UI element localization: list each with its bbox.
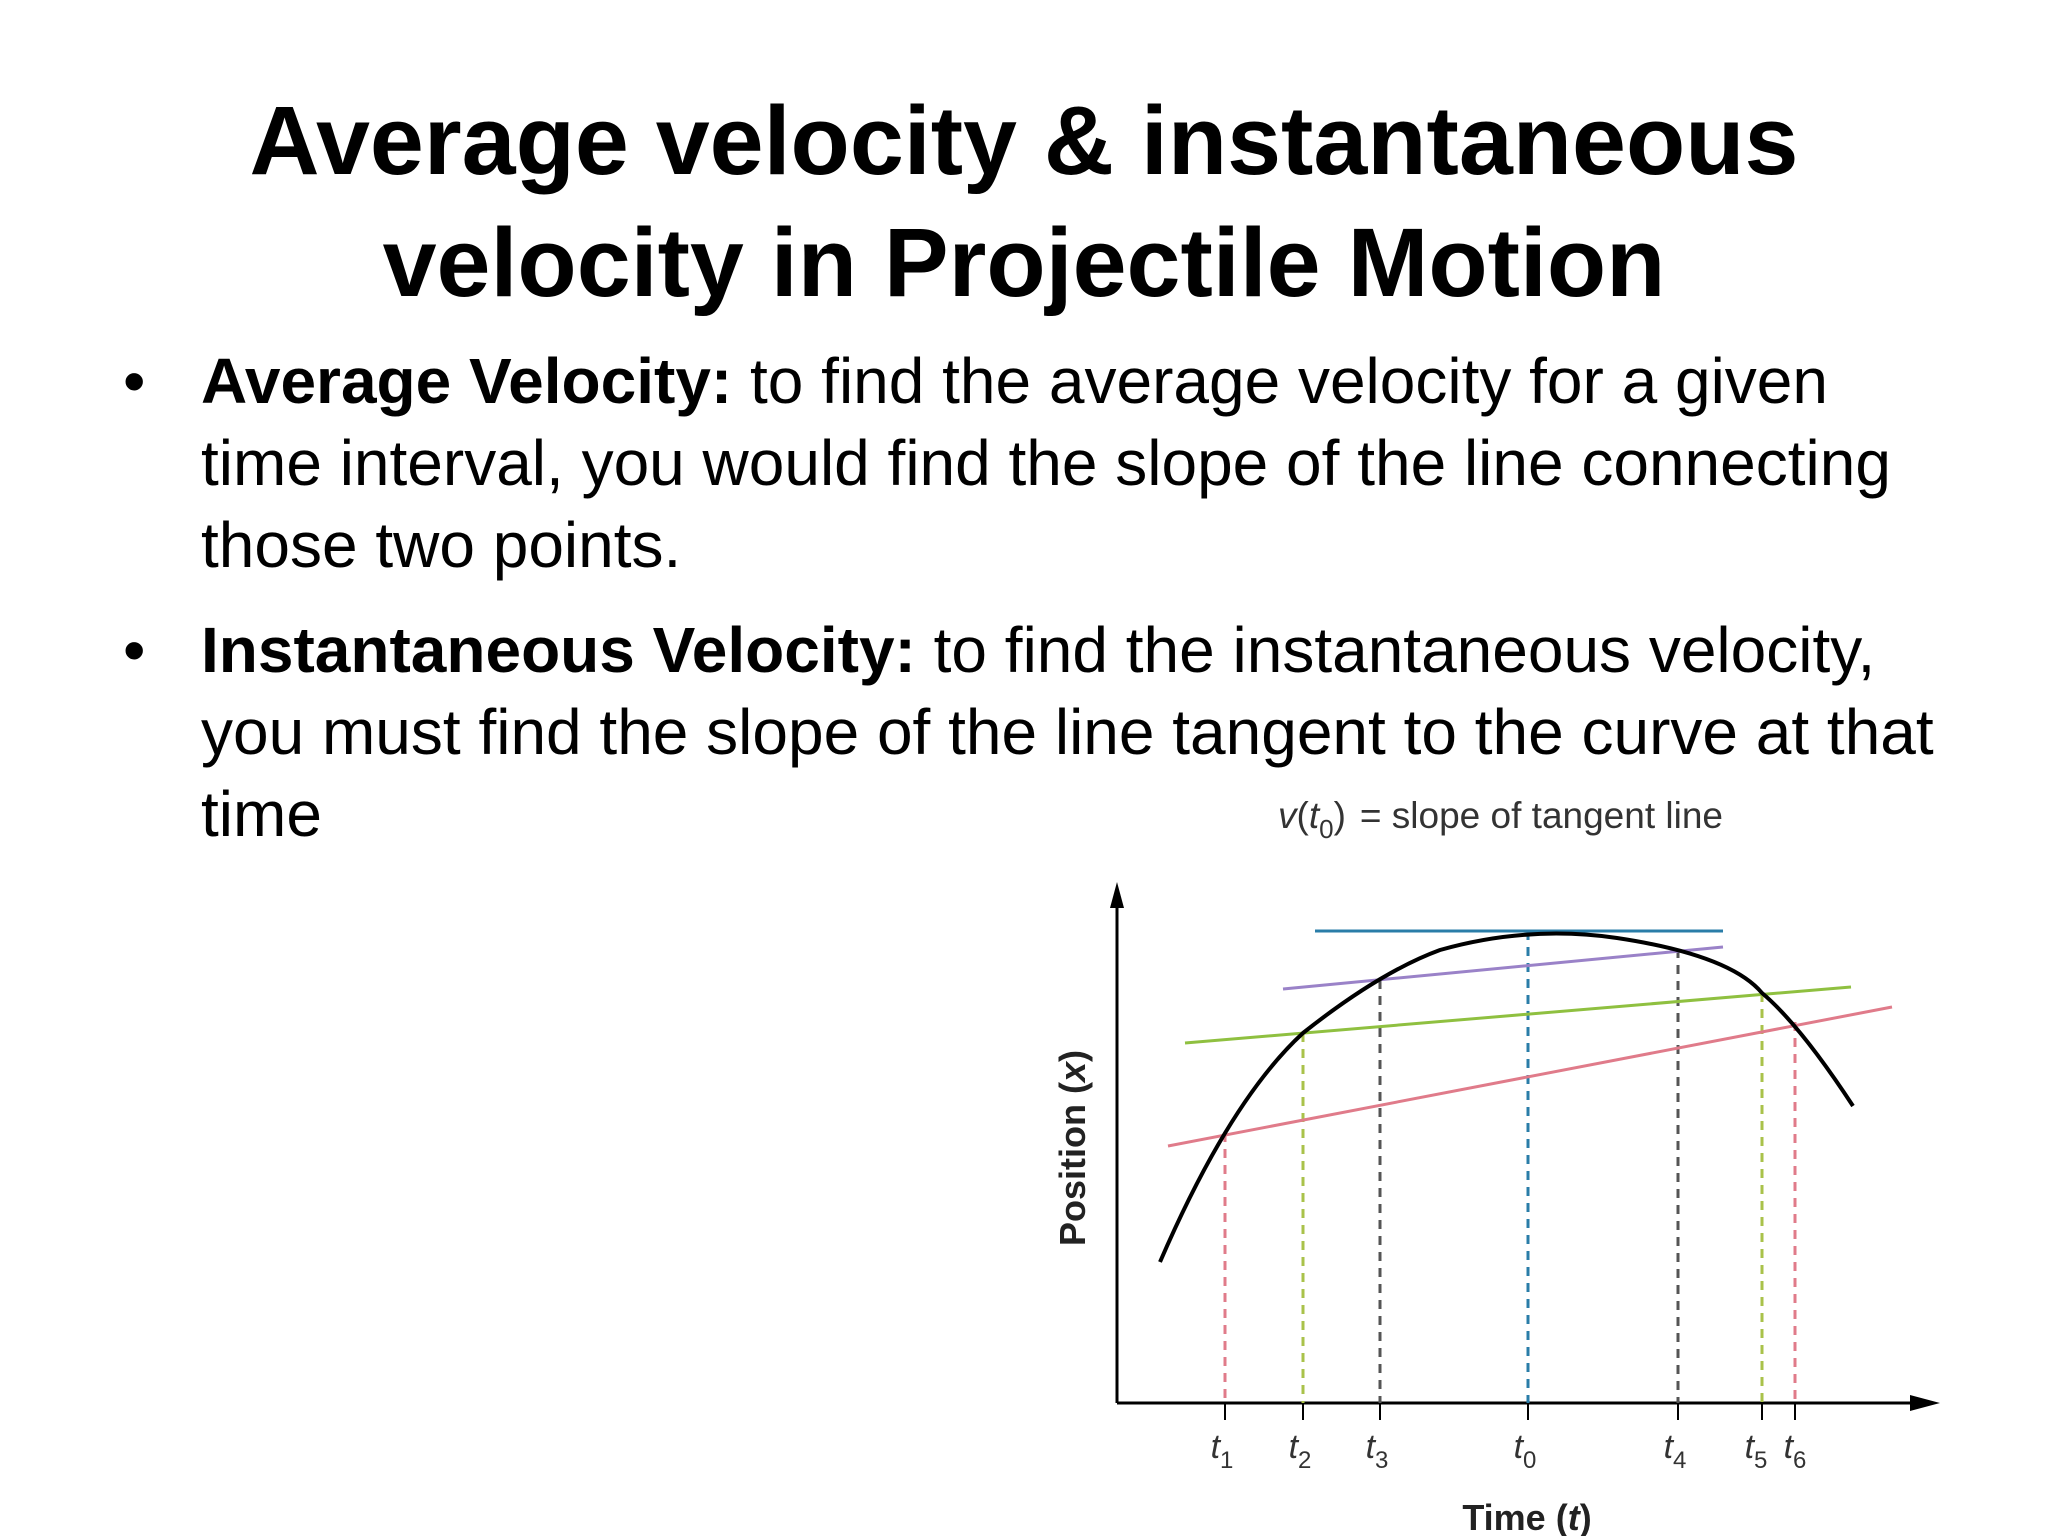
slide-title: Average velocity & instantaneous velocit… xyxy=(0,80,2048,324)
title-line-2: velocity in Projectile Motion xyxy=(382,208,1666,317)
tick-label-t3: t3 xyxy=(1366,1428,1389,1474)
tick-label-t4: t4 xyxy=(1664,1428,1687,1474)
secant-line-t2-t5 xyxy=(1184,985,1852,1045)
term-average-velocity: Average Velocity: xyxy=(201,345,733,417)
y-axis-label-text: Position xyxy=(1052,1094,1093,1246)
eq-paren-open: ( xyxy=(1297,795,1310,836)
bullet-marker: • xyxy=(123,614,146,686)
bullet-instantaneous-velocity: • Instantaneous Velocity: to find the in… xyxy=(118,609,1948,855)
x-axis-label-close: ) xyxy=(1580,1497,1592,1536)
secant-line-t3-t4 xyxy=(1282,945,1724,991)
equation-label: v(t0) = slope of tangent line xyxy=(1278,795,1723,844)
tick-label-t5: t5 xyxy=(1745,1428,1768,1474)
x-axis-label: Time (t) xyxy=(1462,1497,1591,1536)
definition-average-velocity: to find the average velocity for a given… xyxy=(201,345,1891,581)
eq-rest: = slope of tangent line xyxy=(1360,795,1723,836)
y-axis-label: Position (x) xyxy=(1052,1050,1093,1246)
x-axis-label-open: ( xyxy=(1556,1497,1568,1536)
term-instantaneous-velocity: Instantaneous Velocity: xyxy=(201,614,916,686)
bullet-marker: • xyxy=(123,345,146,417)
eq-t: t xyxy=(1309,795,1321,836)
secant-line-t1-t6 xyxy=(1167,1005,1893,1148)
bullet-list: • Average Velocity: to find the average … xyxy=(118,340,1948,855)
tick-label-t1: t1 xyxy=(1211,1428,1234,1474)
bullet-average-velocity: • Average Velocity: to find the average … xyxy=(118,340,1948,586)
y-axis-arrow-icon xyxy=(1110,882,1124,908)
tick-label-t0: t0 xyxy=(1514,1428,1537,1474)
x-axis-label-var: t xyxy=(1568,1497,1582,1536)
eq-sub: 0 xyxy=(1319,814,1333,844)
y-axis-label-open: ( xyxy=(1052,1082,1093,1094)
definition-instantaneous-velocity: to find the instantaneous velocity, you … xyxy=(201,614,1934,850)
tick-label-t6: t6 xyxy=(1784,1428,1807,1474)
x-axis-label-text: Time xyxy=(1462,1497,1555,1536)
position-curve xyxy=(1158,931,1855,1263)
y-axis-label-close: ) xyxy=(1052,1050,1093,1062)
title-line-1: Average velocity & instantaneous xyxy=(249,86,1799,195)
y-axis-label-var: x xyxy=(1052,1060,1093,1084)
x-axis-arrow-icon xyxy=(1910,1395,1940,1411)
eq-paren-close: ) xyxy=(1334,795,1346,836)
eq-v: v xyxy=(1278,795,1299,836)
tick-label-t2: t2 xyxy=(1289,1428,1312,1474)
